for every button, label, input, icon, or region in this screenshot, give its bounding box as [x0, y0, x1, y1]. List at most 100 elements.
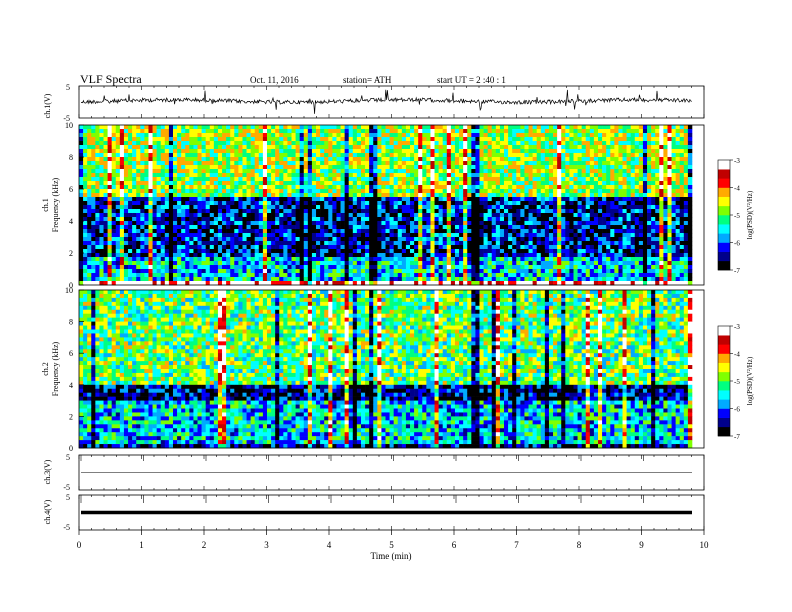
ch1-spec-cell	[271, 153, 276, 158]
ch1-spec-cell	[226, 181, 231, 186]
ch1-spec-cell	[115, 149, 121, 154]
ch1-spec-cell	[434, 157, 439, 162]
ch1-spec-cell	[275, 197, 280, 202]
ch1-spec-cell	[479, 125, 484, 130]
ch1-spec-cell	[385, 173, 390, 178]
ch1-spec-cell	[504, 221, 509, 226]
ch1-spec-cell	[148, 245, 153, 250]
ch1-spec-cell	[487, 281, 493, 286]
ch1-spec-cell	[275, 193, 280, 198]
ch1-spec-cell	[119, 129, 125, 134]
ch1-spec-cell	[532, 257, 538, 262]
ch1-spec-cell	[499, 149, 505, 154]
ch1-spec-cell	[405, 197, 411, 202]
ch1-spec-cell	[79, 281, 84, 286]
ch1-spec-cell	[340, 189, 345, 194]
ch1-spec-cell	[365, 249, 370, 254]
ch1-spec-cell	[348, 157, 354, 162]
ch1-spec-cell	[520, 265, 525, 270]
ch1-spec-cell	[87, 177, 92, 182]
ch1-spec-cell	[258, 161, 264, 166]
ch1-spec-cell	[307, 265, 313, 270]
ch1-spec-cell	[115, 189, 121, 194]
ch1-spec-cell	[422, 181, 427, 186]
ch1-spec-cell	[87, 277, 92, 282]
ch1-spec-cell	[438, 225, 444, 230]
ch1-spec-cell	[250, 253, 256, 258]
ch1-spec-cell	[185, 153, 190, 158]
ch1-spec-cell	[115, 277, 121, 282]
ch1-spec-cell	[209, 201, 215, 206]
ch1-spec-cell	[352, 273, 358, 278]
ch1-spec-cell	[499, 133, 505, 138]
ch1-spec-cell	[160, 229, 166, 234]
ch1-spec-cell	[144, 241, 149, 246]
ch1-spec-cell	[177, 181, 182, 186]
ch1-spec-cell	[393, 277, 399, 282]
ch1-spec-cell	[209, 265, 215, 270]
ch1-spec-cell	[213, 205, 219, 210]
ch1-spec-cell	[561, 165, 566, 170]
ch1-spec-cell	[454, 149, 460, 154]
ch1-spec-cell	[401, 249, 407, 254]
ch1-spec-cell	[344, 237, 350, 242]
ch1-spec-cell	[491, 173, 497, 178]
ch1-spec-cell	[283, 257, 288, 262]
ch1-spec-cell	[128, 149, 133, 154]
ch1-spec-cell	[295, 197, 300, 202]
ch1-spec-cell	[119, 237, 125, 242]
ch1-spec-cell	[262, 173, 268, 178]
ch1-spec-cell	[205, 249, 211, 254]
ch1-spec-cell	[557, 197, 562, 202]
ch1-spec-cell	[111, 177, 117, 182]
ch1-spec-cell	[213, 221, 219, 226]
ch1-spec-cell	[418, 241, 423, 246]
ch1-spec-cell	[303, 281, 309, 286]
ch1-spec-cell	[426, 185, 431, 190]
ch1-spec-cell	[328, 181, 333, 186]
ch1-spec-cell	[434, 129, 439, 134]
ch1-spec-cell	[238, 141, 243, 146]
ch1-spec-cell	[352, 189, 358, 194]
ch1-spec-cell	[295, 233, 300, 238]
ch1-spec-cell	[483, 273, 488, 278]
ch1-spec-cell	[83, 169, 88, 174]
ch1-spec-cell	[463, 169, 468, 174]
ch1-spec-cell	[430, 189, 435, 194]
ch1-spec-cell	[189, 165, 194, 170]
ch1-spec-cell	[107, 221, 112, 226]
ch1-spec-cell	[189, 233, 194, 238]
ch1-spec-cell	[266, 129, 272, 134]
ch1-spec-cell	[491, 237, 497, 242]
ch1-spec-cell	[499, 281, 505, 286]
ch1-spec-cell	[332, 257, 337, 262]
ch1-spec-cell	[230, 173, 235, 178]
ch1-spec-cell	[111, 217, 117, 222]
ch1-spec-cell	[516, 169, 521, 174]
ch1-spec-cell	[103, 261, 108, 266]
ch1-spec-cell	[128, 229, 133, 234]
ch1-spec-cell	[520, 201, 525, 206]
ch1-spec-cell	[544, 169, 550, 174]
ch1-spec-cell	[442, 125, 448, 130]
ch1-spec-cell	[287, 241, 292, 246]
ch1-spec-cell	[426, 133, 431, 138]
ch1-spec-cell	[177, 281, 182, 286]
ch1-spec-cell	[99, 197, 104, 202]
ch1-spec-cell	[103, 129, 108, 134]
ch1-spec-cell	[504, 241, 509, 246]
ch1-spec-cell	[91, 157, 96, 162]
ch1-spec-cell	[328, 273, 333, 278]
ch1-spec-cell	[283, 169, 288, 174]
ch1-spec-cell	[303, 173, 309, 178]
ch1-spec-cell	[132, 177, 137, 182]
ch1-spec-cell	[557, 141, 562, 146]
ch1-spec-cell	[524, 165, 529, 170]
ch1-spec-cell	[103, 181, 108, 186]
ch1-spec-cell	[389, 137, 394, 142]
ch1-spec-cell	[336, 205, 341, 210]
ch1-spec-cell	[279, 273, 284, 278]
ch1-spec-cell	[287, 209, 292, 214]
ch1-spec-cell	[397, 125, 403, 130]
ch1-spec-cell	[410, 233, 415, 238]
